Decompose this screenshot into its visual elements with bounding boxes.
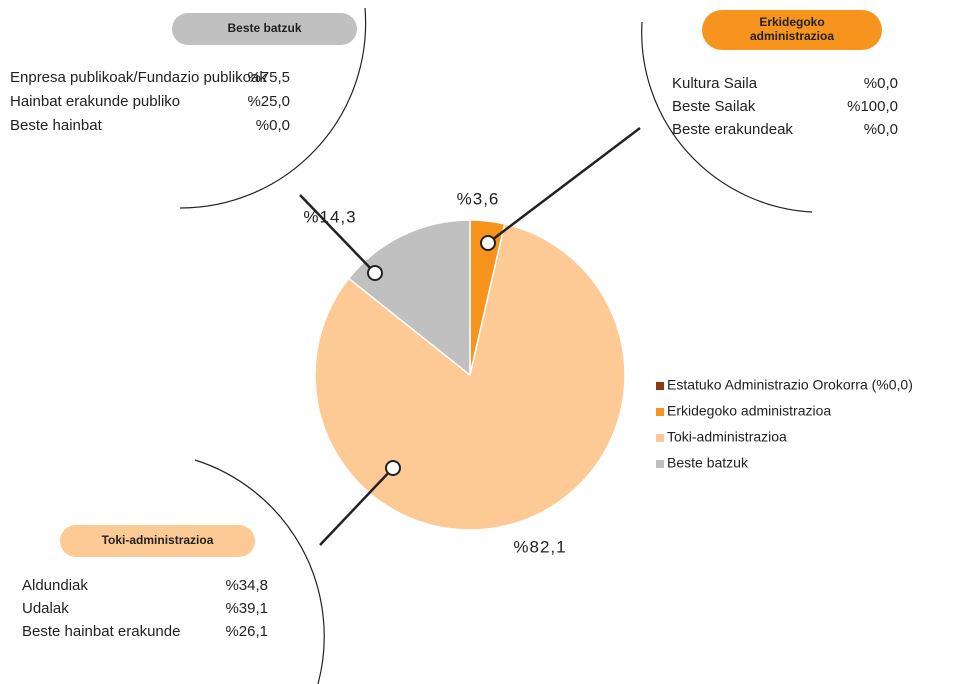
connector	[319, 467, 394, 546]
callout-title: Erkidegoko administrazioa	[750, 15, 834, 43]
callout-pill	[60, 525, 255, 557]
callout-pill	[702, 10, 882, 50]
legend-label: Toki-administrazioa	[667, 429, 787, 445]
legend-swatch	[656, 434, 664, 442]
callout-item-value: %26,1	[225, 623, 268, 640]
pie-slice	[314, 223, 626, 531]
value-label: %82,1	[513, 537, 566, 556]
callout-title: Toki-administrazioa	[102, 533, 214, 547]
legend-swatch	[656, 382, 664, 390]
callout-title-line: Erkidegoko	[759, 15, 824, 29]
callout-item-label: Aldundiak	[22, 577, 88, 594]
callout-item-label: Beste erakundeak	[672, 121, 793, 138]
callout-title: Beste batzuk	[227, 21, 301, 35]
callout-item-value: %39,1	[225, 600, 268, 617]
callout-arc	[641, 21, 813, 213]
callout-arc	[194, 459, 325, 684]
callout-item-value: %100,0	[847, 98, 898, 115]
callout-item-label: Kultura Saila	[672, 75, 758, 92]
connector-dot	[480, 235, 496, 251]
callout-item-label: Udalak	[22, 600, 69, 617]
value-label: %14,3	[303, 207, 356, 226]
callout-arc	[179, 7, 367, 209]
callout-item-value: %0,0	[864, 121, 898, 138]
legend-label: Estatuko Administrazio Orokorra (%0,0)	[667, 377, 913, 393]
callout-title-line: administrazioa	[750, 29, 834, 43]
pie-slice	[347, 219, 471, 377]
callout-pill	[172, 13, 357, 45]
legend-label: Erkidegoko administrazioa	[667, 403, 831, 419]
callout-item-label: Beste hainbat	[10, 117, 103, 134]
connector	[299, 194, 376, 274]
callout-item-value: %0,0	[864, 75, 898, 92]
legend-swatch	[656, 460, 664, 468]
legend-swatch	[656, 408, 664, 416]
callout-item-label: Beste hainbat erakunde	[22, 623, 180, 640]
connector-dot	[385, 460, 401, 476]
value-label: %3,6	[457, 189, 500, 208]
callout-item-label: Enpresa publikoak/Fundazio publikoak	[10, 69, 267, 86]
callout-item-value: %25,0	[247, 93, 290, 110]
legend-label: Beste batzuk	[667, 455, 749, 471]
callout-item-label: Hainbat erakunde publiko	[10, 93, 180, 110]
connector	[487, 127, 641, 244]
callout-item-value: %75,5	[247, 69, 290, 86]
callout-item-value: %34,8	[225, 577, 268, 594]
callout-item-value: %0,0	[256, 117, 290, 134]
connector-dot	[367, 265, 383, 281]
callout-item-label: Beste Sailak	[672, 98, 756, 115]
